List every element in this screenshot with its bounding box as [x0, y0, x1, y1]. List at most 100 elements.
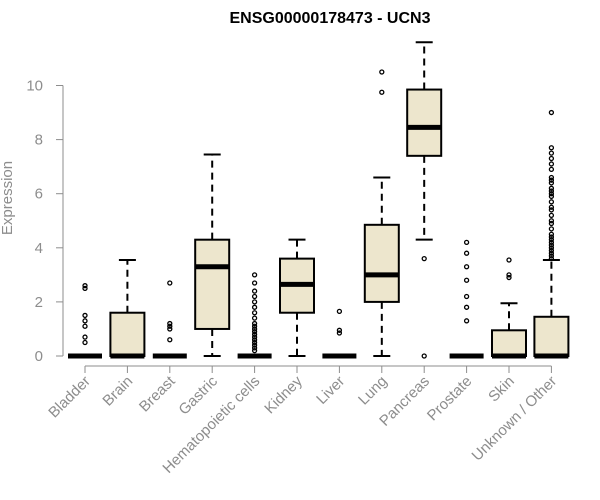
- outlier-point: [548, 180, 555, 186]
- x-tick-label: Kidney: [261, 372, 306, 417]
- outlier-point: [548, 245, 555, 251]
- outlier-point: [251, 329, 258, 335]
- outlier-point: [548, 218, 555, 224]
- outlier-point: [251, 345, 258, 351]
- x-tick-label: Liver: [313, 373, 348, 408]
- outlier-point: [463, 318, 470, 324]
- y-tick-label: 8: [35, 132, 43, 149]
- x-tick-label: Skin: [485, 373, 518, 406]
- outlier-point: [251, 299, 258, 305]
- outlier-point: [463, 277, 470, 283]
- outlier-point: [548, 166, 555, 173]
- box-rect: [109, 311, 146, 357]
- outlier-point: [251, 334, 258, 340]
- outlier-point: [548, 109, 555, 116]
- outlier-point: [379, 89, 385, 95]
- outlier-point: [251, 320, 258, 327]
- outlier-point: [82, 285, 88, 292]
- box-group: [533, 109, 570, 359]
- box-group: [109, 258, 146, 359]
- outlier-point: [548, 239, 555, 246]
- outlier-point: [548, 247, 555, 254]
- outlier-point: [548, 255, 555, 262]
- outlier-point: [463, 250, 470, 256]
- outlier-point: [251, 337, 258, 343]
- outlier-point: [548, 185, 555, 191]
- outlier-point: [251, 326, 258, 332]
- outlier-point: [463, 304, 470, 310]
- y-tick-label: 4: [35, 240, 43, 257]
- outlier-point: [548, 242, 555, 248]
- outlier-point: [548, 204, 555, 210]
- y-axis-label: Expression: [0, 161, 16, 235]
- outlier-point: [548, 250, 555, 256]
- x-tick-label: Prostate: [424, 373, 476, 425]
- x-tick-label: Bladder: [45, 373, 94, 422]
- x-tick-label: Breast: [136, 372, 179, 415]
- outlier-point: [548, 150, 555, 156]
- boxplot-series: [68, 41, 570, 359]
- box-group: [363, 69, 400, 357]
- outlier-point: [548, 155, 555, 162]
- outlier-point: [336, 308, 343, 315]
- outlier-point: [548, 226, 555, 232]
- outlier-point: [336, 330, 343, 336]
- outlier-point: [548, 145, 555, 151]
- outlier-point: [506, 274, 512, 281]
- outlier-point: [82, 323, 88, 329]
- outlier-point: [251, 323, 258, 329]
- outlier-point: [251, 347, 258, 354]
- box-group: [322, 308, 357, 359]
- outlier-point: [548, 161, 555, 167]
- outlier-point: [379, 69, 385, 75]
- box-group: [152, 280, 187, 359]
- box-group: [237, 272, 272, 359]
- outlier-point: [548, 193, 555, 200]
- y-tick-label: 6: [35, 186, 43, 203]
- outlier-point: [251, 280, 258, 286]
- chart-title: ENSG00000178473 - UCN3: [229, 10, 430, 27]
- outlier-point: [421, 255, 427, 262]
- outlier-point: [251, 304, 258, 310]
- outlier-point: [548, 220, 555, 227]
- outlier-point: [548, 253, 555, 259]
- outlier-point: [548, 231, 555, 237]
- y-tick-label: 2: [35, 294, 43, 311]
- outlier-point: [548, 207, 555, 213]
- box-group: [406, 41, 443, 359]
- outlier-point: [506, 272, 512, 278]
- outlier-point: [548, 199, 555, 205]
- box-group: [68, 283, 102, 359]
- box-rect: [491, 329, 527, 357]
- outlier-point: [167, 320, 173, 327]
- box-rect: [533, 315, 570, 357]
- outlier-point: [548, 191, 555, 197]
- outlier-point: [548, 188, 555, 194]
- outlier-point: [82, 283, 88, 289]
- outlier-point: [548, 177, 555, 183]
- outlier-point: [167, 280, 173, 286]
- outlier-point: [251, 310, 258, 316]
- outlier-point: [167, 326, 173, 332]
- outlier-point: [548, 174, 555, 181]
- box-rect: [363, 223, 400, 303]
- outlier-point: [167, 323, 173, 329]
- box-group: [194, 153, 231, 357]
- x-tick-label: Brain: [99, 373, 136, 410]
- outlier-point: [82, 339, 88, 346]
- outlier-point: [251, 315, 258, 321]
- outlier-point: [548, 237, 555, 243]
- outlier-point: [251, 342, 258, 348]
- outlier-point: [548, 212, 555, 218]
- outlier-point: [548, 234, 555, 240]
- outlier-point: [251, 288, 258, 294]
- box-rect: [406, 88, 443, 157]
- outlier-point: [251, 293, 258, 300]
- box-group: [491, 257, 527, 359]
- outlier-point: [463, 293, 470, 300]
- outlier-point: [421, 353, 427, 359]
- box-rect: [194, 238, 231, 330]
